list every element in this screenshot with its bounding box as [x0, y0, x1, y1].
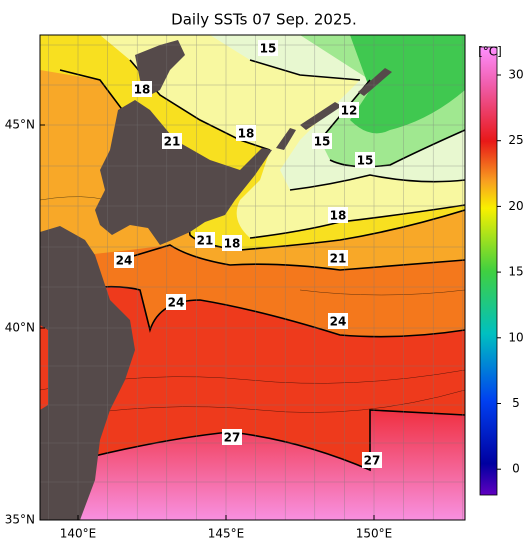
contour-label: 15 [357, 154, 374, 168]
contour-label-box [114, 252, 134, 268]
colorbar-label: 10 [508, 330, 523, 344]
contour-label: 18 [134, 83, 151, 97]
contour-label-box [162, 133, 182, 149]
contour-label-box [328, 207, 348, 223]
graticule [40, 35, 465, 520]
colorbar-label: 20 [508, 199, 523, 213]
contour-label: 27 [364, 454, 381, 468]
colorbar [479, 46, 498, 496]
contour-label-box [166, 294, 186, 310]
contour-label: 21 [164, 135, 181, 149]
lat-label: 40°N [5, 321, 35, 335]
contour-label-box [258, 40, 278, 56]
contour-label: 27 [224, 431, 241, 445]
contour-label-box [355, 152, 375, 168]
contour-label-box [328, 313, 348, 329]
contour-label: 21 [330, 252, 347, 266]
contour-label-box [362, 452, 382, 468]
contour-label-box [195, 232, 215, 248]
contour-label: 12 [341, 104, 358, 118]
colorbar-label: 0 [512, 462, 520, 476]
contour-label-box [312, 133, 332, 149]
map-frame [39, 34, 466, 521]
contour-label-box [222, 429, 242, 445]
colorbar-unit: [°C] [478, 45, 502, 59]
contour-label-box [222, 235, 242, 251]
contour-label: 15 [260, 42, 277, 56]
lon-label: 145°E [208, 527, 245, 541]
lon-label: 150°E [356, 527, 393, 541]
lon-label: 140°E [60, 527, 97, 541]
contour-label: 18 [224, 237, 241, 251]
sst-field [40, 35, 465, 520]
contour-label: 21 [197, 234, 214, 248]
colorbar-label: 25 [508, 133, 523, 147]
title: Daily SSTs 07 Sep. 2025. [171, 11, 357, 29]
contour-label: 15 [314, 135, 331, 149]
lat-label: 35°N [5, 513, 35, 527]
contour-label: 18 [330, 209, 347, 223]
contour-label-box [236, 125, 256, 141]
contour-label: 24 [168, 296, 185, 310]
contour-label: 24 [330, 315, 347, 329]
contour-label: 18 [238, 127, 255, 141]
colorbar-label: 5 [512, 396, 520, 410]
contour-label-box [339, 102, 359, 118]
contour-label-box [132, 81, 152, 97]
colorbar-label: 15 [508, 265, 523, 279]
contour-label: 24 [116, 254, 133, 268]
contour-label-box [328, 250, 348, 266]
colorbar-label: 30 [508, 68, 523, 82]
lat-label: 45°N [5, 118, 35, 132]
